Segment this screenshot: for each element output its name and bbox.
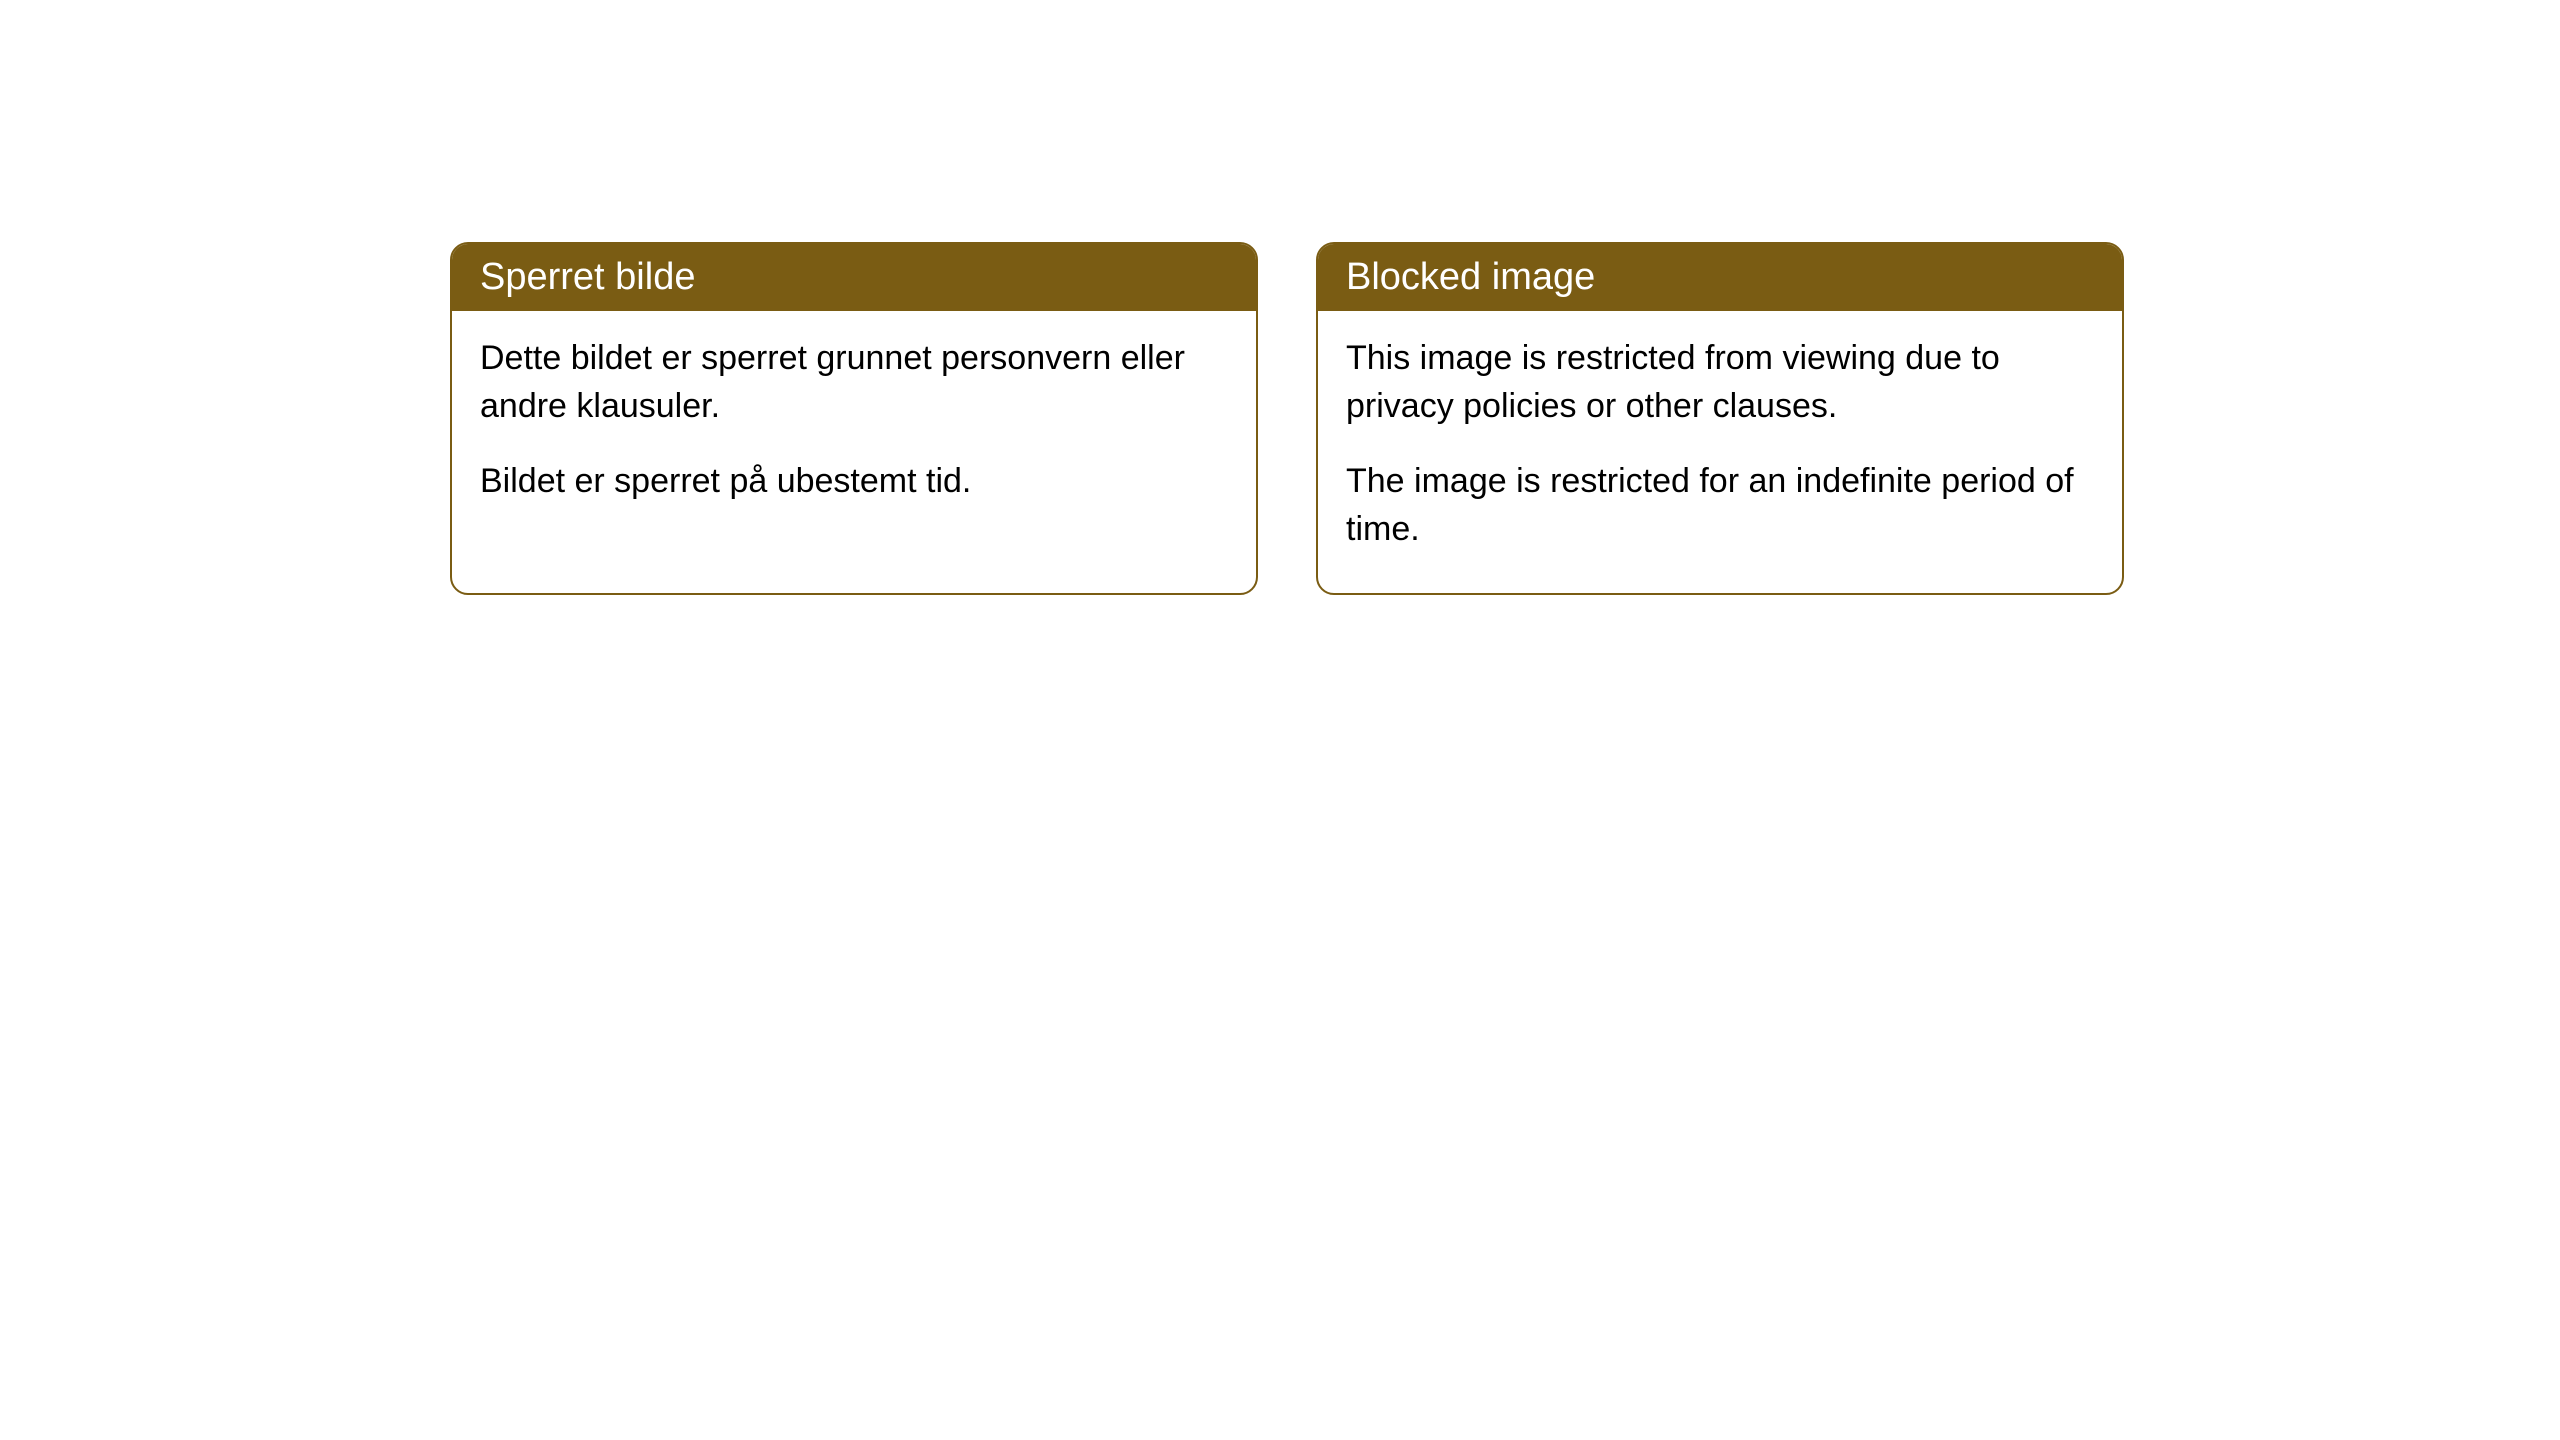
card-header: Sperret bilde: [452, 244, 1256, 311]
card-paragraph: This image is restricted from viewing du…: [1346, 335, 2094, 430]
card-paragraph: The image is restricted for an indefinit…: [1346, 458, 2094, 553]
notice-card-english: Blocked image This image is restricted f…: [1316, 242, 2124, 595]
card-body: This image is restricted from viewing du…: [1318, 311, 2122, 593]
notice-card-norwegian: Sperret bilde Dette bildet er sperret gr…: [450, 242, 1258, 595]
notice-cards-container: Sperret bilde Dette bildet er sperret gr…: [450, 242, 2124, 595]
card-paragraph: Bildet er sperret på ubestemt tid.: [480, 458, 1228, 506]
card-header: Blocked image: [1318, 244, 2122, 311]
card-body: Dette bildet er sperret grunnet personve…: [452, 311, 1256, 546]
card-title: Blocked image: [1346, 256, 1595, 298]
card-paragraph: Dette bildet er sperret grunnet personve…: [480, 335, 1228, 430]
card-title: Sperret bilde: [480, 256, 695, 298]
